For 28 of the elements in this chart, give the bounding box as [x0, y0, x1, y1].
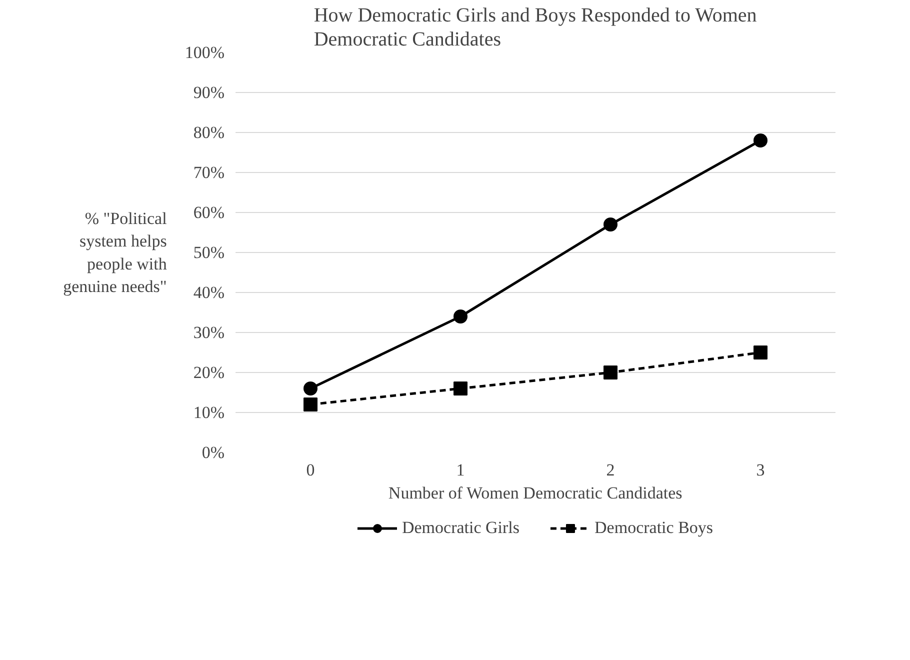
- y-axis-title: % "Political system helps people with genuine needs": [63, 208, 168, 296]
- y-tick-label: 100%: [184, 43, 225, 62]
- y-tick-label: 40%: [193, 283, 225, 302]
- legend-label: Democratic Girls: [402, 518, 520, 538]
- chart-title: How Democratic Girls and Boys Responded to Women Democratic Candidates: [314, 4, 757, 50]
- y-tick-label: 90%: [193, 83, 225, 102]
- y-tick-label: 60%: [193, 203, 225, 222]
- y-tick-label: 0%: [202, 443, 225, 462]
- point: [754, 134, 768, 148]
- x-tick-label: 2: [606, 460, 615, 480]
- x-axis-title: Number of Women Democratic Candidates: [388, 484, 682, 502]
- x-tick-label: 0: [306, 460, 315, 480]
- x-tick-label: 3: [756, 460, 765, 480]
- y-tick-label: 10%: [193, 403, 225, 422]
- y-tick-label: 50%: [193, 243, 225, 262]
- point: [454, 310, 468, 324]
- point: [754, 346, 768, 360]
- y-tick-label: 20%: [193, 363, 225, 382]
- y-tick-label: 30%: [193, 323, 225, 342]
- x-tick-label: 1: [456, 460, 465, 480]
- point: [604, 366, 618, 380]
- point: [304, 382, 318, 396]
- y-tick-label: 80%: [193, 123, 225, 142]
- y-tick-label: 70%: [193, 163, 225, 182]
- point: [454, 382, 468, 396]
- point: [304, 398, 318, 412]
- point: [604, 218, 618, 232]
- legend-label: Democratic Boys: [594, 518, 714, 538]
